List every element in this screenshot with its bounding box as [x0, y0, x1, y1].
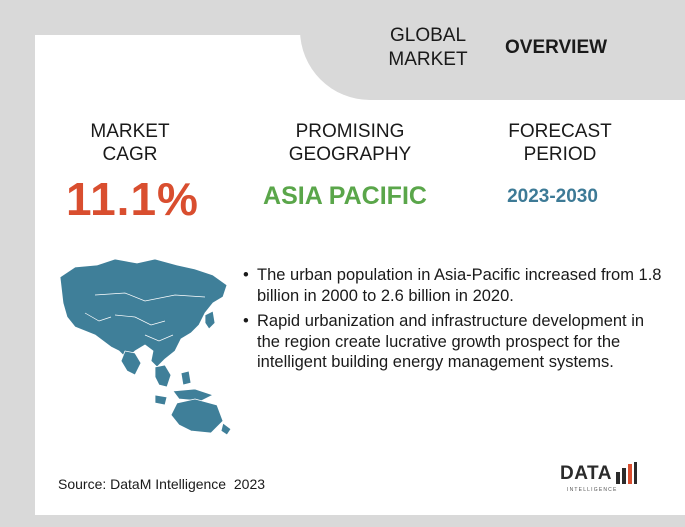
geography-label: PROMISING GEOGRAPHY — [288, 121, 412, 165]
datam-logo-icon: DATA INTELLIGENCE — [560, 458, 640, 498]
bullet-list: • The urban population in Asia-Pacific i… — [243, 265, 663, 378]
bullet-dot-icon: • — [243, 266, 249, 284]
logo-text: DATA — [560, 463, 612, 484]
bullet-item: • Rapid urbanization and infrastructure … — [243, 311, 663, 373]
bullet-text: Rapid urbanization and infrastructure de… — [257, 312, 645, 371]
bullet-item: • The urban population in Asia-Pacific i… — [243, 265, 663, 306]
cagr-value: 11.1% — [66, 173, 199, 225]
forecast-value: 2023-2030 — [507, 186, 598, 207]
header-tab — [300, 0, 685, 100]
geography-value: ASIA PACIFIC — [263, 182, 427, 210]
bullet-text: The urban population in Asia-Pacific inc… — [257, 266, 662, 305]
source-text: Source: DataM Intelligence 2023 — [58, 476, 266, 492]
asia-pacific-map-icon — [59, 258, 232, 435]
forecast-label: FORECAST PERIOD — [508, 121, 612, 165]
bullet-dot-icon: • — [243, 312, 249, 330]
overview-heading: OVERVIEW — [505, 37, 608, 58]
global-market-heading: GLOBAL MARKET — [388, 25, 468, 70]
logo-bars-icon — [616, 462, 637, 484]
logo-subtext: INTELLIGENCE — [567, 487, 618, 493]
cagr-label: MARKET CAGR — [90, 121, 170, 165]
